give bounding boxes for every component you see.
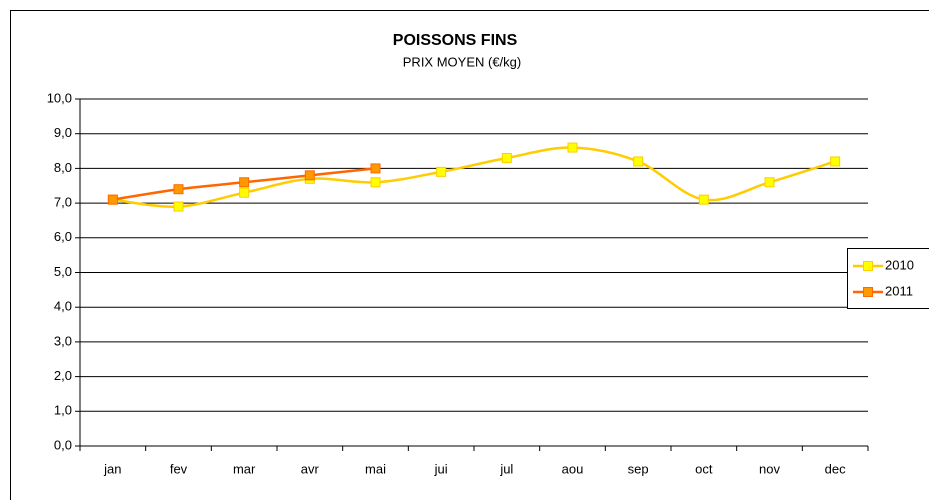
marker: [436, 166, 447, 177]
x-tick-label: oct: [695, 461, 713, 476]
y-tick-label: 3,0: [54, 333, 72, 348]
x-tick-label: mar: [233, 461, 256, 476]
marker: [830, 156, 841, 167]
y-tick-label: 8,0: [54, 160, 72, 175]
marker: [370, 177, 381, 188]
x-tick-label: aou: [562, 461, 584, 476]
marker: [173, 184, 184, 195]
marker: [107, 194, 118, 205]
marker: [698, 194, 709, 205]
x-tick-label: sep: [628, 461, 649, 476]
legend-label: 2010: [885, 257, 914, 272]
marker: [304, 170, 315, 181]
series-line: [112, 146, 836, 208]
y-tick-label: 0,0: [54, 437, 72, 452]
y-tick-label: 1,0: [54, 403, 72, 418]
y-tick-label: 6,0: [54, 229, 72, 244]
chart-subtitle: PRIX MOYEN (€/kg): [403, 54, 521, 69]
x-tick-label: jui: [434, 461, 448, 476]
legend-box: [847, 248, 929, 309]
marker: [239, 177, 250, 188]
x-tick-label: jul: [499, 461, 513, 476]
y-tick-label: 9,0: [54, 125, 72, 140]
marker: [370, 163, 381, 174]
y-tick-label: 2,0: [54, 368, 72, 383]
x-tick-label: dec: [825, 461, 846, 476]
marker: [501, 152, 512, 163]
chart-title: POISSONS FINS: [393, 32, 518, 49]
legend-marker: [863, 287, 873, 297]
legend-label: 2011: [885, 283, 913, 298]
legend-marker: [863, 261, 873, 271]
marker: [173, 201, 184, 212]
marker: [567, 142, 578, 153]
chart-border: [10, 10, 929, 500]
y-tick-label: 7,0: [54, 195, 72, 210]
y-tick-label: 10,0: [47, 90, 72, 105]
x-tick-label: jan: [103, 461, 121, 476]
marker: [764, 177, 775, 188]
marker: [239, 187, 250, 198]
y-tick-label: 5,0: [54, 264, 72, 279]
marker: [633, 156, 644, 167]
x-tick-label: nov: [759, 461, 780, 476]
x-tick-label: avr: [301, 461, 320, 476]
x-tick-label: fev: [170, 461, 188, 476]
y-tick-label: 4,0: [54, 299, 72, 314]
x-tick-label: mai: [365, 461, 386, 476]
